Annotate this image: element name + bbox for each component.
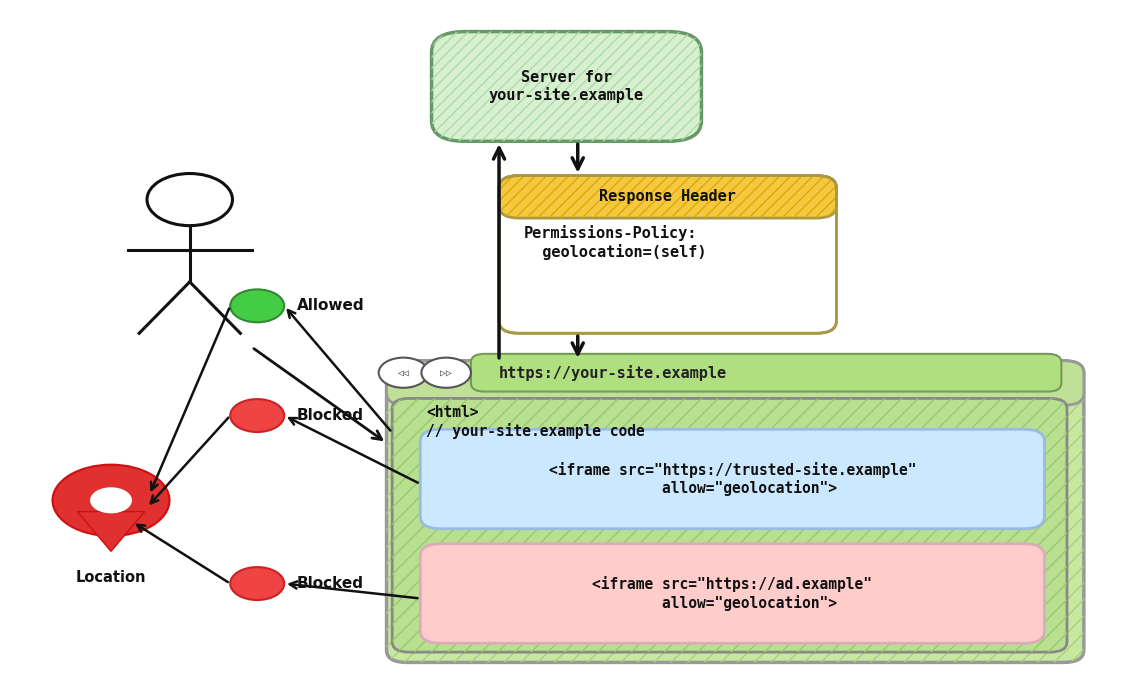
FancyBboxPatch shape	[499, 176, 836, 333]
FancyBboxPatch shape	[499, 176, 836, 218]
Text: Blocked: Blocked	[297, 408, 364, 423]
Circle shape	[230, 399, 284, 432]
Polygon shape	[77, 511, 145, 551]
Text: <iframe src="https://ad.example"
    allow="geolocation">: <iframe src="https://ad.example" allow="…	[593, 576, 872, 611]
Text: Response Header: Response Header	[599, 189, 736, 204]
Text: https://your-site.example: https://your-site.example	[499, 365, 727, 381]
Text: Blocked: Blocked	[297, 576, 364, 591]
FancyBboxPatch shape	[392, 398, 1067, 652]
Circle shape	[52, 465, 170, 536]
Text: ▷▷: ▷▷	[441, 368, 452, 378]
FancyBboxPatch shape	[420, 544, 1045, 643]
Text: <iframe src="https://trusted-site.example"
    allow="geolocation">: <iframe src="https://trusted-site.exampl…	[548, 462, 917, 496]
FancyBboxPatch shape	[386, 361, 1084, 662]
FancyBboxPatch shape	[386, 361, 1084, 405]
Circle shape	[421, 357, 471, 388]
Circle shape	[230, 567, 284, 600]
Text: Server for
your-site.example: Server for your-site.example	[489, 69, 644, 103]
Text: Permissions-Policy:
  geolocation=(self): Permissions-Policy: geolocation=(self)	[523, 225, 706, 260]
Text: ◁◁: ◁◁	[398, 368, 409, 378]
FancyBboxPatch shape	[420, 430, 1045, 529]
Circle shape	[378, 357, 428, 388]
FancyBboxPatch shape	[432, 32, 701, 142]
Circle shape	[91, 488, 131, 513]
Text: Allowed: Allowed	[297, 298, 364, 314]
Circle shape	[230, 289, 284, 322]
Circle shape	[147, 174, 232, 226]
Text: <html>
// your-site.example code: <html> // your-site.example code	[426, 405, 645, 439]
Text: Location: Location	[76, 570, 146, 585]
FancyBboxPatch shape	[471, 354, 1062, 391]
